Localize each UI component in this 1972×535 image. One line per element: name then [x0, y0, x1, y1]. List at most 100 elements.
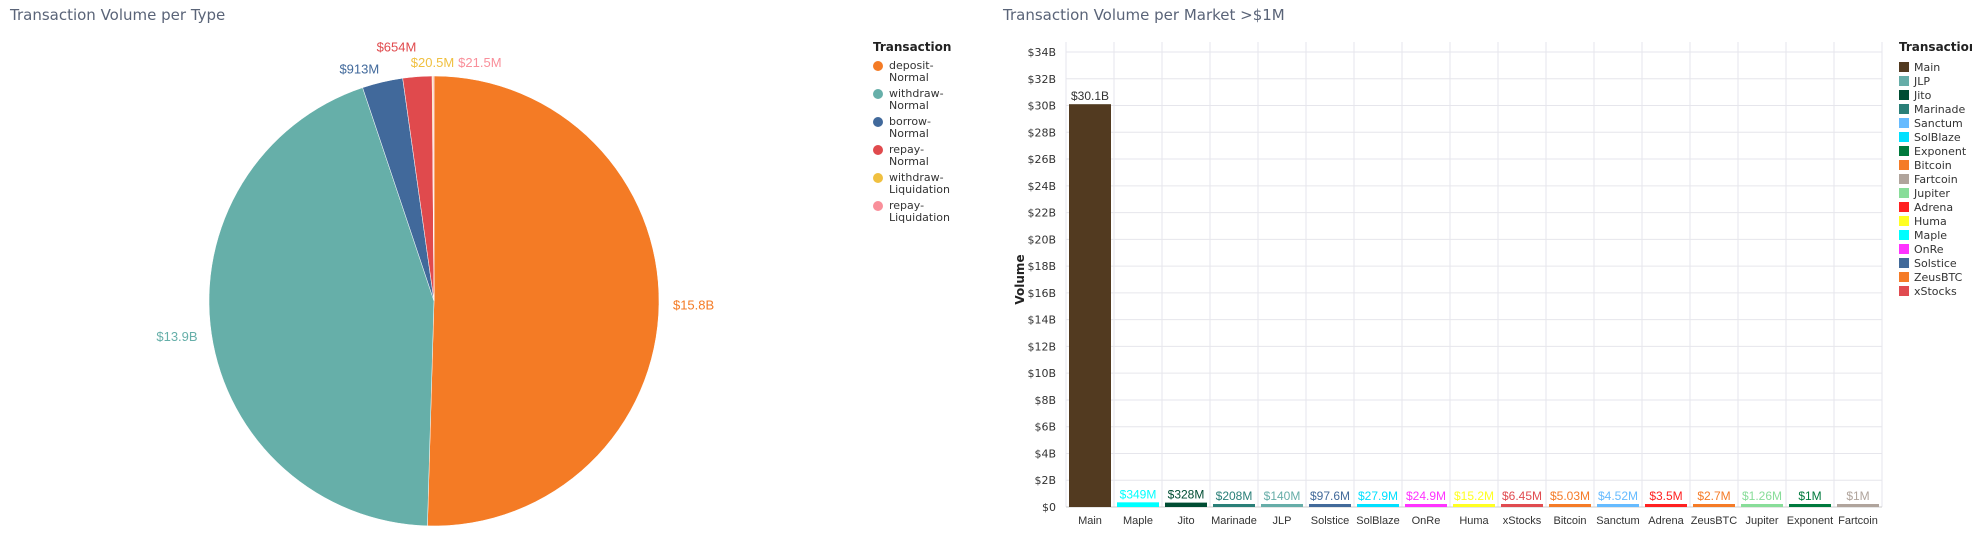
pie-legend-item[interactable]: repay-​Liquidation	[873, 200, 959, 224]
legend-swatch	[873, 201, 883, 211]
legend-swatch	[1899, 244, 1909, 254]
bar-Solstice[interactable]	[1309, 504, 1351, 507]
bar-Jupiter[interactable]	[1741, 504, 1783, 507]
pie-data-label: $21.5M	[458, 55, 501, 70]
pie-slice-repay-Liquidation[interactable]	[432, 75, 435, 302]
y-tick-label: $30B	[1027, 100, 1056, 113]
y-tick-label: $10B	[1027, 367, 1056, 380]
bar-legend-item[interactable]: Bitcoin	[1899, 158, 1972, 172]
bar-Maple[interactable]	[1117, 502, 1159, 507]
y-tick-label: $26B	[1027, 153, 1056, 166]
bar-legend: Transaction Main JLP Jito Marinade Sanctum So…	[1899, 40, 1972, 298]
legend-label: JLP	[1914, 74, 1931, 88]
bar-legend-item[interactable]: Maple	[1899, 228, 1972, 242]
bar-xStocks[interactable]	[1501, 504, 1543, 507]
y-tick-label: $18B	[1027, 260, 1056, 273]
bar-data-label: $27.9M	[1358, 489, 1398, 503]
bar-legend-item[interactable]: OnRe	[1899, 242, 1972, 256]
legend-swatch	[1899, 160, 1909, 170]
legend-swatch	[1899, 76, 1909, 86]
legend-swatch	[1899, 62, 1909, 72]
bar-legend-item[interactable]: JLP	[1899, 74, 1972, 88]
y-tick-label: $34B	[1027, 46, 1056, 59]
bar-data-label: $1M	[1846, 489, 1869, 503]
x-tick-label: ZeusBTC	[1691, 515, 1738, 527]
legend-swatch	[1899, 188, 1909, 198]
legend-swatch	[1899, 202, 1909, 212]
pie-legend-item[interactable]: withdraw-​Liquidation	[873, 172, 959, 196]
pie-legend-item[interactable]: repay-​Normal	[873, 144, 959, 168]
x-tick-label: Huma	[1459, 515, 1489, 527]
pie-data-label: $20.5M	[411, 55, 454, 70]
legend-swatch	[1899, 230, 1909, 240]
pie-data-label: $13.9B	[156, 329, 197, 344]
bar-Marinade[interactable]	[1213, 504, 1255, 507]
legend-label: Jupiter	[1914, 186, 1950, 200]
legend-label: Adrena	[1914, 200, 1954, 214]
x-tick-label: Maple	[1123, 515, 1153, 527]
bar-legend-item[interactable]: Solstice	[1899, 256, 1972, 270]
bar-legend-item[interactable]: SolBlaze	[1899, 130, 1972, 144]
legend-swatch	[873, 117, 883, 127]
bar-legend-item[interactable]: Exponent	[1899, 144, 1972, 158]
pie-data-label: $913M	[339, 61, 379, 76]
x-tick-label: Fartcoin	[1838, 515, 1878, 527]
pie-legend: Transaction deposit-​Normal withdraw-​Nor…	[873, 40, 959, 228]
bar-Jito[interactable]	[1165, 502, 1207, 507]
bar-Main[interactable]	[1069, 104, 1111, 508]
bar-legend-item[interactable]: Huma	[1899, 214, 1972, 228]
legend-swatch	[1899, 272, 1909, 282]
bar-ZeusBTC[interactable]	[1693, 504, 1735, 507]
bar-legend-item[interactable]: Jito	[1899, 88, 1972, 102]
bar-Bitcoin[interactable]	[1549, 504, 1591, 507]
bar-legend-item[interactable]: xStocks	[1899, 284, 1972, 298]
bar-legend-item[interactable]: Fartcoin	[1899, 172, 1972, 186]
pie-legend-item[interactable]: deposit-​Normal	[873, 60, 959, 84]
bar-data-label: $1.26M	[1742, 489, 1782, 503]
x-tick-label: Adrena	[1648, 515, 1684, 527]
pie-legend-item[interactable]: borrow-​Normal	[873, 116, 959, 140]
legend-swatch	[1899, 216, 1909, 226]
y-tick-label: $28B	[1027, 126, 1056, 139]
pie-slice-deposit-Normal[interactable]	[427, 75, 660, 527]
bar-data-label: $208M	[1216, 489, 1253, 503]
bar-data-label: $24.9M	[1406, 489, 1446, 503]
bar-SolBlaze[interactable]	[1357, 504, 1399, 507]
bar-OnRe[interactable]	[1405, 504, 1447, 507]
x-tick-label: Sanctum	[1596, 515, 1639, 527]
legend-swatch	[1899, 146, 1909, 156]
bar-Exponent[interactable]	[1789, 504, 1831, 507]
pie-slice-withdraw-Normal[interactable]	[208, 87, 435, 527]
bar-chart-title: Transaction Volume per Market >$1M	[1003, 6, 1285, 24]
bar-data-label: $328M	[1168, 488, 1205, 502]
bar-legend-item[interactable]: Main	[1899, 60, 1972, 74]
x-tick-label: OnRe	[1412, 515, 1441, 527]
bar-legend-item[interactable]: Jupiter	[1899, 186, 1972, 200]
bar-JLP[interactable]	[1261, 504, 1303, 507]
x-tick-label: SolBlaze	[1356, 515, 1399, 527]
bar-data-label: $349M	[1120, 487, 1157, 501]
legend-swatch	[1899, 104, 1909, 114]
y-tick-label: $0	[1042, 501, 1056, 514]
x-tick-label: Jito	[1177, 515, 1194, 527]
bar-Huma[interactable]	[1453, 504, 1495, 507]
bar-legend-item[interactable]: Sanctum	[1899, 116, 1972, 130]
x-tick-label: Bitcoin	[1553, 515, 1586, 527]
bar-legend-item[interactable]: Adrena	[1899, 200, 1972, 214]
x-tick-label: Marinade	[1211, 515, 1257, 527]
bar-legend-item[interactable]: Marinade	[1899, 102, 1972, 116]
legend-label: ZeusBTC	[1914, 270, 1963, 284]
bar-Sanctum[interactable]	[1597, 504, 1639, 507]
y-tick-label: $16B	[1027, 287, 1056, 300]
bar-Adrena[interactable]	[1645, 504, 1687, 507]
y-tick-label: $24B	[1027, 180, 1056, 193]
bar-legend-item[interactable]: ZeusBTC	[1899, 270, 1972, 284]
legend-label: Solstice	[1914, 256, 1957, 270]
bar-data-label: $30.1B	[1071, 89, 1109, 103]
legend-label: Marinade	[1914, 102, 1966, 116]
legend-label: borrow-​Normal	[889, 115, 932, 140]
bar-Fartcoin[interactable]	[1837, 504, 1879, 507]
pie-legend-item[interactable]: withdraw-​Normal	[873, 88, 959, 112]
legend-label: repay-​Liquidation	[889, 199, 950, 224]
legend-label: Maple	[1914, 228, 1948, 242]
